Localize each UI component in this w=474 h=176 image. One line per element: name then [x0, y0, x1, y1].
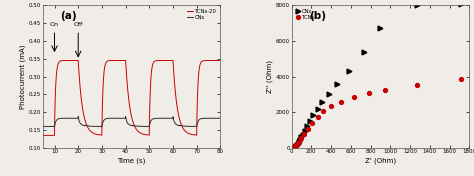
X-axis label: Time (s): Time (s): [118, 157, 146, 164]
Line: TCNs: TCNs: [290, 77, 463, 150]
TCNs: [328, 105, 334, 107]
CNs: [297, 139, 303, 141]
CNs: [291, 146, 297, 149]
TCNs: [291, 146, 296, 148]
TCNs-20: [214, 59, 220, 62]
TCNs-20: [108, 59, 114, 62]
TCNs-20: [40, 134, 46, 136]
Line: CNs: CNs: [43, 117, 220, 126]
CNs: [294, 144, 300, 146]
TCNs-20: [60, 59, 66, 62]
CNs: [334, 83, 340, 85]
CNs: [346, 70, 352, 72]
CNs: [319, 101, 325, 103]
TCNs: [289, 147, 295, 149]
CNs: [299, 136, 304, 138]
TCNs: [365, 92, 371, 94]
CNs: [293, 145, 299, 147]
CNs: [296, 141, 302, 143]
TCNs: [301, 133, 307, 135]
TCNs: [292, 145, 298, 147]
Text: Off: Off: [73, 22, 83, 27]
Y-axis label: Z'' (Ohm): Z'' (Ohm): [267, 60, 273, 93]
CNs: [290, 147, 296, 149]
TCNs: [290, 147, 295, 149]
TCNs-20: [195, 87, 201, 90]
Legend: TCNs-20, CNs: TCNs-20, CNs: [186, 8, 218, 21]
TCNs: [294, 143, 300, 145]
TCNs-20: [218, 59, 223, 62]
TCNs: [351, 96, 356, 98]
Line: TCNs-20: TCNs-20: [43, 61, 220, 135]
TCNs: [458, 78, 464, 80]
TCNs: [320, 110, 326, 112]
CNs: [116, 117, 121, 119]
TCNs-20: [116, 59, 121, 62]
CNs: [292, 146, 298, 148]
CNs: [295, 143, 301, 145]
TCNs: [296, 141, 302, 143]
CNs: [304, 125, 310, 127]
CNs: [315, 108, 320, 110]
Y-axis label: Photocurrent (mA): Photocurrent (mA): [20, 44, 26, 109]
TCNs: [338, 100, 344, 103]
CNs: [71, 117, 76, 119]
TCNs-20: [205, 59, 211, 62]
CNs: [40, 125, 46, 127]
CNs: [108, 117, 114, 119]
TCNs: [383, 89, 388, 91]
Legend: CNs, TCNs: CNs, TCNs: [294, 8, 316, 21]
Text: (b): (b): [309, 11, 326, 21]
CNs: [300, 134, 306, 136]
TCNs: [305, 128, 310, 130]
CNs: [310, 114, 316, 116]
TCNs-20: [71, 59, 76, 62]
Text: On: On: [50, 22, 59, 27]
Text: (a): (a): [61, 11, 77, 21]
CNs: [218, 115, 223, 118]
CNs: [302, 130, 308, 132]
CNs: [195, 121, 201, 123]
TCNs: [310, 122, 315, 124]
CNs: [458, 3, 464, 5]
CNs: [60, 117, 66, 119]
CNs: [214, 117, 220, 119]
CNs: [415, 4, 420, 6]
TCNs: [315, 116, 320, 118]
TCNs: [414, 84, 420, 87]
CNs: [326, 93, 331, 95]
TCNs: [292, 146, 297, 148]
Line: CNs: CNs: [291, 2, 464, 150]
TCNs: [299, 137, 304, 139]
CNs: [307, 120, 313, 122]
X-axis label: Z' (Ohm): Z' (Ohm): [365, 157, 396, 164]
CNs: [361, 51, 366, 53]
CNs: [377, 27, 383, 30]
